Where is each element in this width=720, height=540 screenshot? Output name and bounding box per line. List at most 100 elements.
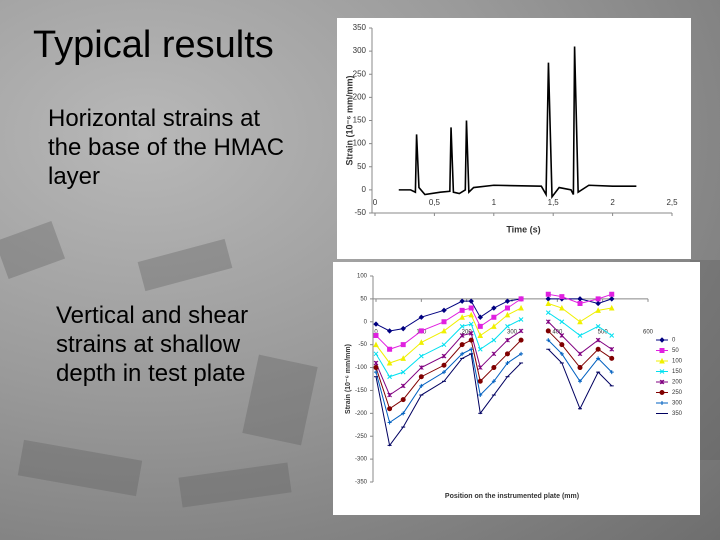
- data-point: [519, 351, 524, 356]
- data-point: [418, 365, 424, 370]
- data-point: [505, 324, 510, 329]
- bullet: Horizontal strains at the base of the HM…: [48, 105, 285, 190]
- data-point: [518, 328, 524, 334]
- data-point: [577, 296, 583, 302]
- data-point: [491, 379, 496, 384]
- data-point: [468, 311, 475, 318]
- data-point: [468, 330, 474, 336]
- data-point: [577, 365, 583, 371]
- data-point: [459, 298, 465, 304]
- x-tick-label: 0,5: [429, 198, 441, 207]
- data-point: [546, 338, 551, 343]
- data-point: [400, 383, 406, 389]
- data-point: [400, 355, 407, 361]
- x-tick-label: 1,5: [548, 198, 560, 207]
- data-point: [400, 342, 406, 348]
- data-point: [595, 307, 601, 313]
- data-point: [441, 327, 447, 334]
- data-point: [545, 328, 551, 334]
- data-point: [373, 321, 379, 327]
- data-point: [387, 420, 392, 425]
- data-point: [374, 370, 378, 375]
- data-point: [386, 328, 393, 334]
- data-point: [387, 406, 393, 412]
- x-axis-label: Position on the instrumented plate (mm): [445, 493, 579, 500]
- data-point: [418, 328, 424, 334]
- data-point: [545, 310, 551, 315]
- y-tick-label: 150: [353, 116, 367, 125]
- y-tick-label: -200: [355, 411, 368, 417]
- data-point: [459, 307, 465, 313]
- data-point: [387, 346, 393, 352]
- data-point: [505, 337, 510, 343]
- data-point: [518, 337, 524, 343]
- data-point: [386, 359, 393, 366]
- data-point: [595, 337, 601, 343]
- data-point: [577, 318, 583, 325]
- x-tick-label: 0: [374, 329, 378, 335]
- data-point: [518, 296, 524, 302]
- y-tick-label: 50: [357, 162, 366, 171]
- data-point: [608, 304, 615, 311]
- data-point: [595, 296, 601, 302]
- x-tick-label: 400: [552, 329, 563, 335]
- x-tick-label: 1: [492, 198, 497, 207]
- data-point: [545, 319, 551, 325]
- data-point: [468, 305, 474, 311]
- data-point: [609, 370, 614, 375]
- data-point: [577, 300, 583, 306]
- data-point: [477, 332, 484, 339]
- data-point: [400, 397, 406, 403]
- y-tick-label: 350: [353, 23, 367, 32]
- data-point: [504, 298, 511, 304]
- y-tick-label: -100: [355, 365, 368, 371]
- y-tick-label: 0: [362, 185, 367, 194]
- legend-label: 50: [672, 348, 679, 354]
- data-point: [595, 324, 601, 329]
- data-point: [505, 360, 510, 365]
- data-point: [609, 333, 615, 338]
- data-point: [559, 319, 565, 325]
- data-point: [373, 341, 379, 348]
- data-point: [504, 351, 510, 357]
- data-point: [491, 305, 497, 311]
- x-tick-label: 600: [643, 329, 654, 335]
- data-point: [469, 347, 474, 352]
- legend-label: 350: [672, 411, 683, 417]
- data-point: [401, 411, 406, 416]
- x-tick-label: 500: [598, 329, 609, 335]
- data-point: [460, 351, 465, 356]
- y-tick-label: -300: [355, 457, 368, 463]
- bullet: Vertical and shear strains at shallow de…: [56, 302, 249, 387]
- data-point: [559, 333, 565, 338]
- chart-background: [333, 262, 700, 515]
- y-axis-label: Strain (10⁻⁶ mm/mm): [345, 344, 352, 414]
- data-point: [477, 346, 483, 352]
- data-point: [609, 346, 615, 352]
- y-tick-label: -350: [355, 480, 368, 486]
- data-point: [595, 300, 601, 307]
- data-point: [577, 351, 583, 357]
- data-point: [491, 365, 497, 371]
- data-point: [418, 374, 424, 380]
- x-axis-label: Time (s): [506, 224, 540, 234]
- data-point: [418, 353, 424, 359]
- data-point: [504, 305, 510, 311]
- data-point: [609, 296, 615, 302]
- data-point: [468, 337, 474, 343]
- legend-marker: [660, 401, 664, 405]
- legend-label: 150: [672, 369, 683, 375]
- data-point: [441, 307, 447, 314]
- data-point: [518, 304, 524, 311]
- data-point: [491, 337, 497, 343]
- x-tick-label: 2,5: [666, 198, 678, 207]
- data-point: [441, 342, 447, 348]
- data-point: [418, 314, 425, 320]
- data-point: [373, 365, 379, 371]
- data-point: [387, 374, 392, 380]
- y-tick-label: 250: [353, 69, 367, 78]
- data-point: [559, 304, 565, 311]
